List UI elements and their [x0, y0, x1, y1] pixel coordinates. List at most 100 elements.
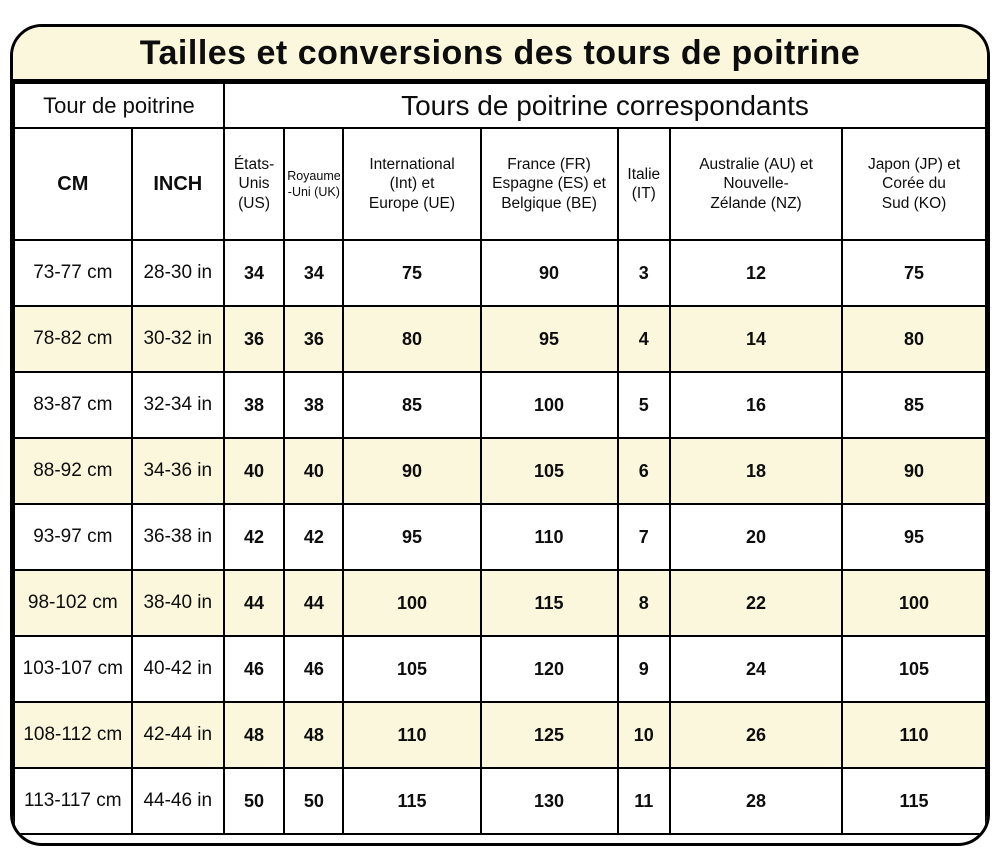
cell-int-ue: 115	[342, 767, 482, 835]
column-header-fr-es-be: France (FR) Espagne (ES) et Belgique (BE…	[479, 127, 619, 241]
cell-fr-es-be: 120	[479, 635, 619, 703]
cell-au-nz: 16	[669, 371, 844, 439]
cell-jp-ko: 100	[841, 569, 987, 637]
cell-int-ue: 100	[342, 569, 482, 637]
column-header-jp-ko: Japon (JP) et Corée du Sud (KO)	[841, 127, 987, 241]
cell-us: 50	[222, 767, 286, 835]
cell-fr-es-be: 110	[479, 503, 619, 571]
cell-cm: 103-107 cm	[13, 635, 133, 703]
cell-jp-ko: 115	[841, 767, 987, 835]
cell-int-ue: 90	[342, 437, 482, 505]
cell-it: 11	[616, 767, 672, 835]
cell-jp-ko: 105	[841, 635, 987, 703]
cell-it: 9	[616, 635, 672, 703]
cell-inch: 42-44 in	[130, 701, 225, 769]
column-header-au-nz: Australie (AU) et Nouvelle- Zélande (NZ)	[669, 127, 844, 241]
cell-fr-es-be: 105	[479, 437, 619, 505]
cell-uk: 36	[283, 305, 345, 373]
cell-int-ue: 75	[342, 239, 482, 307]
cell-uk: 38	[283, 371, 345, 439]
cell-us: 44	[222, 569, 286, 637]
cell-inch: 40-42 in	[130, 635, 225, 703]
column-header-uk: Royaume -Uni (UK)	[283, 127, 345, 241]
cell-int-ue: 110	[342, 701, 482, 769]
cell-int-ue: 105	[342, 635, 482, 703]
cell-cm: 83-87 cm	[13, 371, 133, 439]
size-conversion-table: Tour de poitrine Tours de poitrine corre…	[13, 82, 987, 835]
table-row: 113-117 cm 44-46 in 50 50 115 130 11 28 …	[13, 767, 987, 835]
cell-uk: 34	[283, 239, 345, 307]
cell-au-nz: 12	[669, 239, 844, 307]
table-row: 108-112 cm 42-44 in 48 48 110 125 10 26 …	[13, 701, 987, 769]
cell-us: 36	[222, 305, 286, 373]
column-header-cm: CM	[13, 127, 133, 241]
cell-us: 42	[222, 503, 286, 571]
cell-au-nz: 14	[669, 305, 844, 373]
cell-inch: 44-46 in	[130, 767, 225, 835]
cell-jp-ko: 75	[841, 239, 987, 307]
cell-uk: 44	[283, 569, 345, 637]
cell-it: 4	[616, 305, 672, 373]
cell-uk: 48	[283, 701, 345, 769]
group-header-measure: Tour de poitrine	[13, 82, 225, 129]
size-conversion-card: Tailles et conversions des tours de poit…	[10, 24, 990, 846]
cell-au-nz: 28	[669, 767, 844, 835]
cell-au-nz: 20	[669, 503, 844, 571]
cell-it: 10	[616, 701, 672, 769]
cell-us: 48	[222, 701, 286, 769]
table-row: 78-82 cm 30-32 in 36 36 80 95 4 14 80	[13, 305, 987, 373]
page-title: Tailles et conversions des tours de poit…	[13, 27, 987, 82]
table-row: 88-92 cm 34-36 in 40 40 90 105 6 18 90	[13, 437, 987, 505]
cell-uk: 50	[283, 767, 345, 835]
cell-us: 40	[222, 437, 286, 505]
table-row: 93-97 cm 36-38 in 42 42 95 110 7 20 95	[13, 503, 987, 571]
cell-cm: 78-82 cm	[13, 305, 133, 373]
cell-it: 3	[616, 239, 672, 307]
cell-cm: 113-117 cm	[13, 767, 133, 835]
cell-cm: 73-77 cm	[13, 239, 133, 307]
cell-cm: 88-92 cm	[13, 437, 133, 505]
table-row: 103-107 cm 40-42 in 46 46 105 120 9 24 1…	[13, 635, 987, 703]
cell-jp-ko: 90	[841, 437, 987, 505]
cell-fr-es-be: 115	[479, 569, 619, 637]
cell-fr-es-be: 90	[479, 239, 619, 307]
cell-int-ue: 85	[342, 371, 482, 439]
cell-uk: 40	[283, 437, 345, 505]
group-header-row: Tour de poitrine Tours de poitrine corre…	[13, 82, 987, 129]
cell-cm: 93-97 cm	[13, 503, 133, 571]
cell-us: 46	[222, 635, 286, 703]
group-header-conversions: Tours de poitrine correspondants	[222, 82, 987, 129]
cell-it: 7	[616, 503, 672, 571]
cell-au-nz: 24	[669, 635, 844, 703]
cell-fr-es-be: 95	[479, 305, 619, 373]
cell-au-nz: 22	[669, 569, 844, 637]
cell-inch: 28-30 in	[130, 239, 225, 307]
cell-int-ue: 95	[342, 503, 482, 571]
table-row: 98-102 cm 38-40 in 44 44 100 115 8 22 10…	[13, 569, 987, 637]
cell-inch: 36-38 in	[130, 503, 225, 571]
cell-fr-es-be: 125	[479, 701, 619, 769]
cell-us: 34	[222, 239, 286, 307]
cell-jp-ko: 85	[841, 371, 987, 439]
cell-au-nz: 18	[669, 437, 844, 505]
column-header-row: CM INCH États- Unis (US) Royaume -Uni (U…	[13, 127, 987, 241]
cell-uk: 46	[283, 635, 345, 703]
column-header-int-ue: International (Int) et Europe (UE)	[342, 127, 482, 241]
column-header-it: Italie (IT)	[616, 127, 672, 241]
cell-cm: 108-112 cm	[13, 701, 133, 769]
column-header-inch: INCH	[130, 127, 225, 241]
cell-inch: 34-36 in	[130, 437, 225, 505]
cell-cm: 98-102 cm	[13, 569, 133, 637]
table-row: 83-87 cm 32-34 in 38 38 85 100 5 16 85	[13, 371, 987, 439]
cell-it: 6	[616, 437, 672, 505]
cell-inch: 38-40 in	[130, 569, 225, 637]
cell-fr-es-be: 100	[479, 371, 619, 439]
cell-it: 5	[616, 371, 672, 439]
cell-us: 38	[222, 371, 286, 439]
cell-fr-es-be: 130	[479, 767, 619, 835]
cell-jp-ko: 95	[841, 503, 987, 571]
column-header-us: États- Unis (US)	[222, 127, 286, 241]
cell-uk: 42	[283, 503, 345, 571]
cell-it: 8	[616, 569, 672, 637]
